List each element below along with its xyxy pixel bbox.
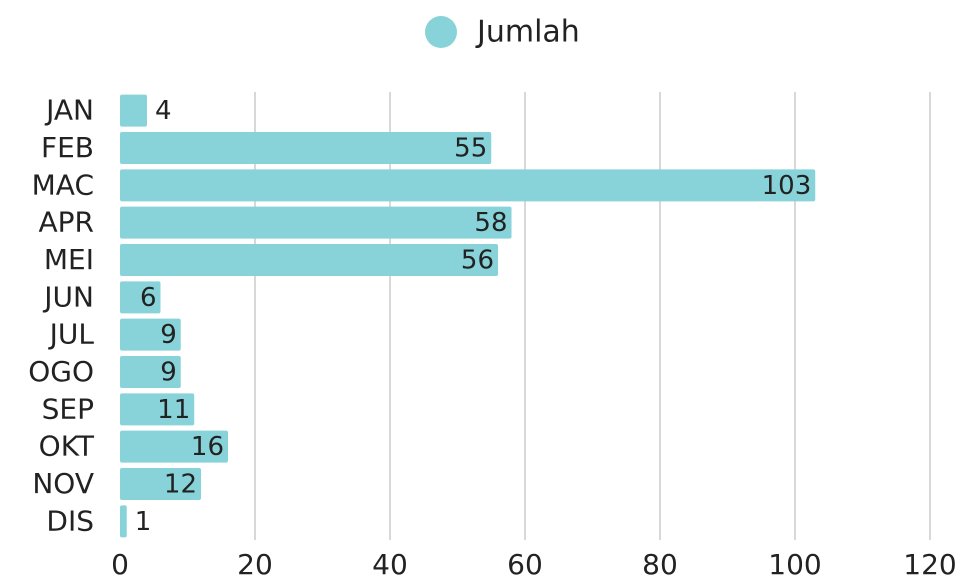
bar — [120, 94, 147, 127]
bar — [120, 244, 498, 276]
y-tick-label: JUN — [42, 280, 94, 313]
data-label: 12 — [164, 470, 197, 500]
data-label: 9 — [160, 320, 177, 350]
bar — [120, 430, 228, 463]
y-tick-label: MAC — [32, 168, 94, 201]
data-label: 9 — [160, 358, 177, 388]
y-tick-label: DIS — [46, 504, 94, 537]
y-tick-label: OKT — [39, 430, 95, 463]
x-tick-label: 100 — [768, 548, 821, 581]
x-tick-label: 0 — [111, 548, 129, 581]
bar — [120, 356, 181, 388]
bar — [120, 393, 195, 426]
x-tick-label: 120 — [903, 548, 956, 581]
bar — [120, 281, 161, 314]
y-tick-label: APR — [39, 206, 95, 239]
x-tick-label: 80 — [642, 548, 678, 581]
x-tick-label: 40 — [372, 548, 408, 581]
y-tick-label: OGO — [28, 355, 94, 388]
x-tick-label: 20 — [237, 548, 273, 581]
data-label: 6 — [140, 283, 157, 313]
y-tick-label: JUL — [48, 318, 95, 351]
data-label: 16 — [191, 432, 224, 462]
y-tick-label: FEB — [41, 131, 94, 164]
bar — [120, 169, 816, 202]
bar — [120, 318, 181, 351]
bar — [120, 468, 201, 500]
y-tick-label: MEI — [44, 243, 94, 276]
y-tick-label: SEP — [42, 392, 94, 425]
data-label: 1 — [135, 507, 152, 537]
bar — [120, 505, 127, 538]
y-tick-label: NOV — [32, 467, 94, 500]
data-label: 58 — [474, 208, 507, 238]
bar — [120, 132, 492, 164]
data-label: 11 — [157, 395, 190, 425]
data-label: 55 — [454, 134, 487, 164]
legend-swatch — [425, 16, 457, 48]
data-label: 103 — [762, 171, 812, 201]
data-label: 4 — [155, 96, 172, 126]
x-tick-label: 60 — [507, 548, 543, 581]
data-label: 56 — [461, 246, 494, 276]
bar — [120, 206, 512, 239]
y-tick-label: JAN — [44, 94, 94, 127]
legend-label: Jumlah — [475, 15, 580, 50]
